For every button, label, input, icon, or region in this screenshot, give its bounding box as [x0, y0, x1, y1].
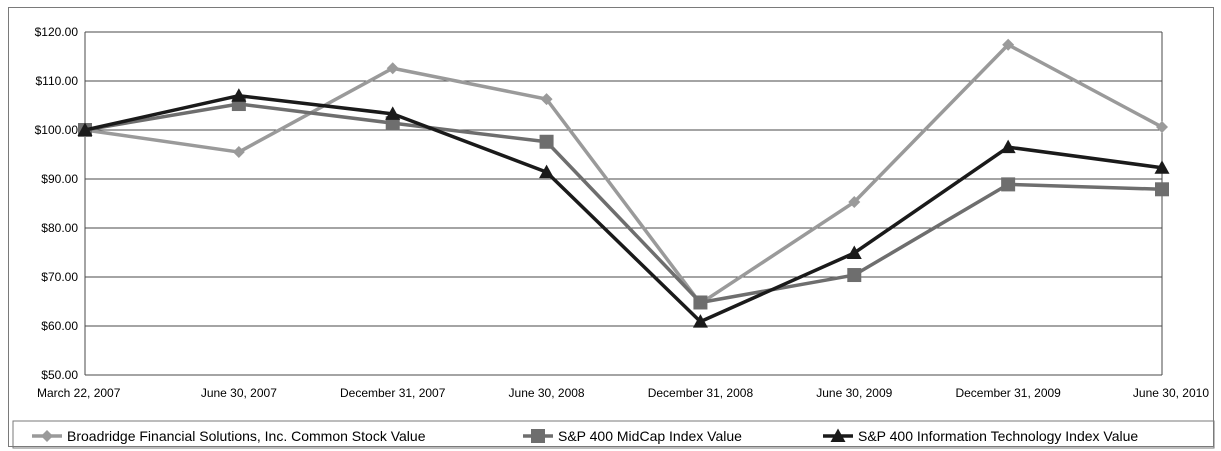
data-point — [385, 106, 401, 120]
data-point — [539, 164, 555, 179]
legend-box — [12, 420, 1215, 449]
legend-marker — [41, 430, 53, 442]
series-line — [84, 93, 1163, 324]
legend: Broadridge Financial Solutions, Inc. Com… — [12, 420, 1215, 449]
y-tick-label: $100.00 — [35, 123, 79, 137]
y-tick-label: $80.00 — [41, 221, 78, 235]
x-tick-label: June 30, 2010 — [1133, 386, 1209, 400]
gridlines — [84, 31, 1163, 376]
data-point — [232, 146, 245, 159]
series-diamond — [79, 38, 1168, 310]
legend-label: S&P 400 Information Technology Index Val… — [858, 428, 1138, 444]
legend-item: Broadridge Financial Solutions, Inc. Com… — [32, 428, 426, 444]
data-point — [1155, 182, 1169, 197]
data-point — [539, 134, 554, 149]
legend-label: S&P 400 MidCap Index Value — [558, 428, 742, 444]
data-point — [540, 93, 553, 106]
data-point — [1156, 121, 1168, 134]
data-point — [848, 196, 861, 209]
x-tick-label: June 30, 2007 — [201, 386, 277, 400]
y-axis-tick-labels: $50.00 $60.00 $70.00 $80.00 $90.00 $100.00 $11… — [35, 25, 79, 382]
x-tick-label: March 22, 2007 — [37, 386, 121, 400]
x-tick-label: December 31, 2008 — [648, 386, 754, 400]
y-tick-label: $70.00 — [41, 270, 78, 284]
x-tick-label: December 31, 2007 — [340, 386, 446, 400]
legend-item: S&P 400 Information Technology Index Val… — [823, 428, 1138, 444]
series-line — [84, 102, 1163, 305]
legend-marker — [830, 428, 846, 442]
data-point — [846, 245, 862, 259]
y-tick-label: $60.00 — [41, 319, 78, 333]
data-point — [692, 314, 708, 328]
data-point — [1002, 38, 1015, 51]
series-line — [84, 42, 1163, 306]
data-point — [1154, 160, 1170, 174]
data-point — [1001, 177, 1016, 192]
x-tick-label: June 30, 2008 — [509, 386, 585, 400]
y-tick-label: $110.00 — [36, 74, 79, 88]
y-tick-label: $120.00 — [35, 25, 79, 39]
data-point — [386, 62, 399, 75]
x-tick-label: June 30, 2009 — [816, 386, 892, 400]
data-point — [693, 295, 708, 310]
legend-marker — [531, 429, 545, 443]
series-group — [77, 38, 1170, 328]
chart-frame — [8, 7, 1214, 447]
data-point — [77, 122, 93, 136]
y-tick-label: $50.00 — [41, 368, 78, 382]
legend-label: Broadridge Financial Solutions, Inc. Com… — [67, 428, 426, 444]
data-point — [847, 268, 862, 283]
y-tick-label: $90.00 — [41, 172, 78, 186]
data-point — [1000, 139, 1016, 154]
series-triangle — [77, 88, 1170, 328]
data-point — [231, 88, 247, 102]
legend-item: S&P 400 MidCap Index Value — [523, 428, 742, 444]
x-tick-label: December 31, 2009 — [955, 386, 1061, 400]
x-axis-tick-labels: March 22, 2007 June 30, 2007 December 31, … — [37, 386, 1209, 400]
